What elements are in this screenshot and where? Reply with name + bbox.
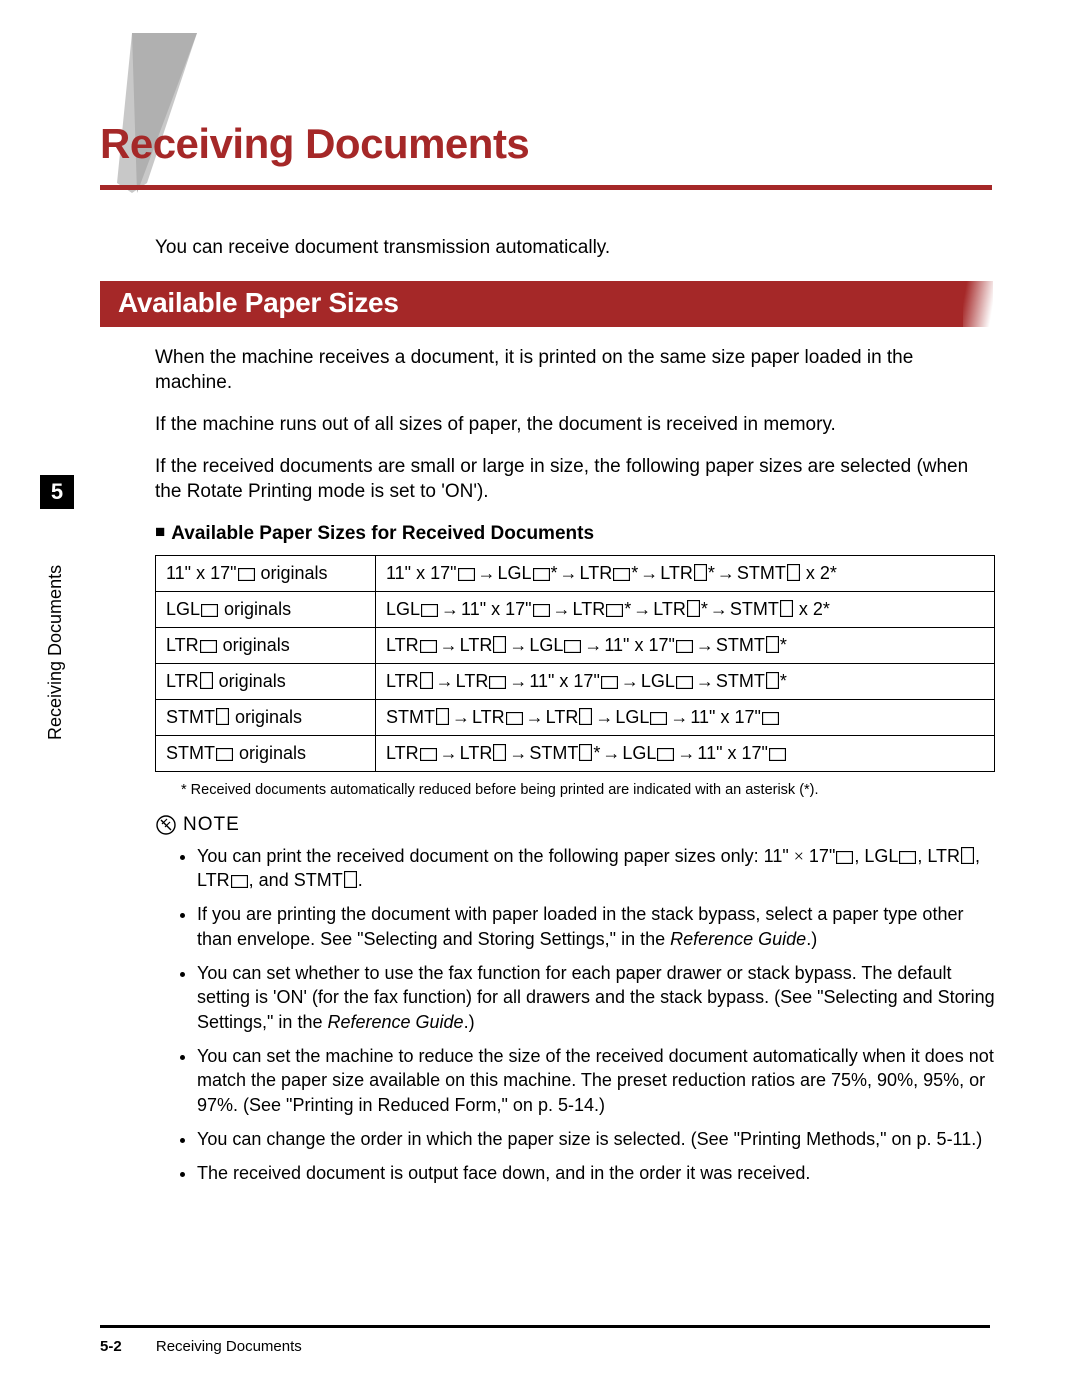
chain-cell: STMT→LTR→LTR→LGL→11" x 17"	[376, 699, 995, 735]
para-2: If the machine runs out of all sizes of …	[155, 412, 995, 438]
table-subhead-text: Available Paper Sizes for Received Docum…	[171, 523, 594, 544]
header-triangle-icon	[82, 33, 217, 193]
chain-cell: LTR→LTR→STMT*→LGL→11" x 17"	[376, 735, 995, 771]
footer-page-number: 5-2	[100, 1338, 122, 1355]
table-row: LGL originalsLGL→11" x 17"→LTR*→LTR*→STM…	[156, 591, 995, 627]
originals-cell: 11" x 17" originals	[156, 555, 376, 591]
intro-text: You can receive document transmission au…	[155, 235, 980, 261]
table-subhead: ■ Available Paper Sizes for Received Docu…	[155, 523, 995, 545]
note-item: You can set whether to use the fax funct…	[197, 961, 995, 1034]
chapter-tab: 5	[40, 475, 74, 509]
chain-cell: LTR→LTR→11" x 17"→LGL→STMT*	[376, 663, 995, 699]
footer-text: Receiving Documents	[156, 1338, 302, 1355]
originals-cell: STMT originals	[156, 699, 376, 735]
note-heading: NOTE	[155, 814, 995, 836]
note-list: You can print the received document on t…	[197, 844, 995, 1186]
originals-cell: STMT originals	[156, 735, 376, 771]
table-row: LTR originalsLTR→LTR→LGL→11" x 17"→STMT*	[156, 627, 995, 663]
section-banner: Available Paper Sizes	[100, 281, 992, 327]
note-item: You can print the received document on t…	[197, 844, 995, 893]
chain-cell: LTR→LTR→LGL→11" x 17"→STMT*	[376, 627, 995, 663]
footer: 5-2 Receiving Documents	[100, 1338, 302, 1355]
paper-size-table: 11" x 17" originals11" x 17"→LGL*→LTR*→L…	[155, 555, 995, 772]
title-rule	[100, 185, 992, 190]
chain-cell: LGL→11" x 17"→LTR*→LTR*→STMT x 2*	[376, 591, 995, 627]
note-item: If you are printing the document with pa…	[197, 902, 995, 951]
side-label: Receiving Documents	[45, 565, 66, 740]
table-row: 11" x 17" originals11" x 17"→LGL*→LTR*→L…	[156, 555, 995, 591]
chain-cell: 11" x 17"→LGL*→LTR*→LTR*→STMT x 2*	[376, 555, 995, 591]
table-row: LTR originalsLTR→LTR→11" x 17"→LGL→STMT*	[156, 663, 995, 699]
note-item: The received document is output face dow…	[197, 1161, 995, 1185]
note-label: NOTE	[183, 814, 240, 836]
footer-rule	[100, 1325, 990, 1328]
originals-cell: LTR originals	[156, 627, 376, 663]
para-1: When the machine receives a document, it…	[155, 345, 995, 396]
para-3: If the received documents are small or l…	[155, 454, 995, 505]
header: Receiving Documents	[100, 45, 980, 210]
table-footnote: * Received documents automatically reduc…	[181, 782, 995, 798]
note-item: You can set the machine to reduce the si…	[197, 1044, 995, 1117]
originals-cell: LTR originals	[156, 663, 376, 699]
table-row: STMT originalsLTR→LTR→STMT*→LGL→11" x 17…	[156, 735, 995, 771]
black-square-icon: ■	[155, 522, 165, 541]
table-row: STMT originalsSTMT→LTR→LTR→LGL→11" x 17"	[156, 699, 995, 735]
page-title: Receiving Documents	[100, 120, 529, 168]
originals-cell: LGL originals	[156, 591, 376, 627]
note-item: You can change the order in which the pa…	[197, 1127, 995, 1151]
note-icon	[155, 814, 177, 836]
